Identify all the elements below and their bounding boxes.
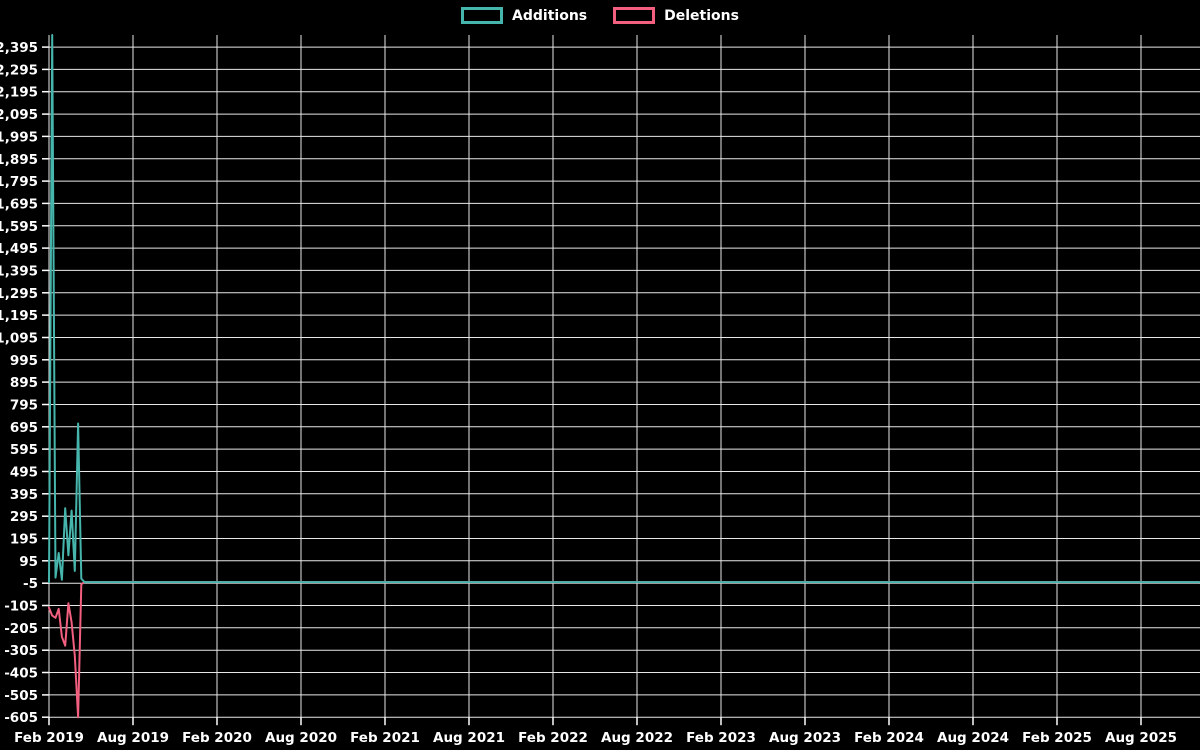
y-tick-label: 995 bbox=[10, 353, 38, 369]
y-tick-label: 1,495 bbox=[0, 241, 38, 257]
x-tick-label: Feb 2020 bbox=[182, 730, 252, 746]
legend-label-additions: Additions bbox=[512, 7, 588, 24]
y-tick-label: 2,195 bbox=[0, 85, 38, 101]
x-tick-label: Aug 2025 bbox=[1105, 730, 1177, 746]
x-tick-label: Aug 2021 bbox=[433, 730, 505, 746]
y-tick-label: 1,895 bbox=[0, 152, 38, 168]
y-tick-label: -5 bbox=[23, 576, 38, 592]
y-tick-label: -205 bbox=[4, 621, 38, 637]
x-tick-label: Feb 2021 bbox=[350, 730, 420, 746]
y-tick-label: -105 bbox=[4, 599, 38, 615]
deletions-line bbox=[48, 581, 1200, 719]
additions-line bbox=[48, 34, 1200, 584]
y-tick-label: -405 bbox=[4, 666, 38, 682]
x-tick-label: Feb 2022 bbox=[518, 730, 588, 746]
y-tick-label: 2,395 bbox=[0, 40, 38, 56]
y-tick-label: 495 bbox=[10, 465, 38, 481]
y-tick-label: 95 bbox=[19, 554, 38, 570]
y-tick-label: 895 bbox=[10, 375, 38, 391]
y-tick-label: 1,695 bbox=[0, 196, 38, 212]
legend-swatch-deletions-icon bbox=[613, 7, 656, 24]
x-tick-label: Aug 2024 bbox=[937, 730, 1009, 746]
y-tick-label: -605 bbox=[4, 710, 38, 726]
y-tick-label: 395 bbox=[10, 487, 38, 503]
y-tick-label: 595 bbox=[10, 442, 38, 458]
x-tick-label: Feb 2025 bbox=[1022, 730, 1092, 746]
y-tick-label: 1,395 bbox=[0, 263, 38, 279]
y-tick-label: 1,195 bbox=[0, 308, 38, 324]
x-tick-label: Aug 2023 bbox=[769, 730, 841, 746]
y-tick-label: 1,095 bbox=[0, 331, 38, 347]
legend-label-deletions: Deletions bbox=[664, 7, 739, 24]
x-tick-label: Feb 2019 bbox=[14, 730, 84, 746]
x-tick-label: Feb 2024 bbox=[854, 730, 924, 746]
y-tick-label: 795 bbox=[10, 398, 38, 414]
y-tick-label: 695 bbox=[10, 420, 38, 436]
legend-swatch-additions-icon bbox=[461, 7, 504, 24]
y-tick-label: -505 bbox=[4, 688, 38, 704]
y-tick-label: 1,795 bbox=[0, 174, 38, 190]
y-tick-label: 2,295 bbox=[0, 62, 38, 78]
y-tick-label: 295 bbox=[10, 509, 38, 525]
y-tick-label: -305 bbox=[4, 643, 38, 659]
x-tick-label: Aug 2020 bbox=[265, 730, 337, 746]
legend-item-additions[interactable]: Additions bbox=[461, 7, 587, 24]
x-tick-label: Feb 2023 bbox=[686, 730, 756, 746]
y-tick-label: 195 bbox=[10, 532, 38, 548]
y-tick-label: 1,995 bbox=[0, 129, 38, 145]
x-tick-label: Aug 2019 bbox=[97, 730, 169, 746]
legend-item-deletions[interactable]: Deletions bbox=[613, 7, 739, 24]
y-tick-label: 1,295 bbox=[0, 286, 38, 302]
chart-legend: Additions Deletions bbox=[0, 7, 1200, 24]
x-tick-label: Aug 2022 bbox=[601, 730, 673, 746]
y-tick-label: 1,595 bbox=[0, 219, 38, 235]
y-tick-label: 2,095 bbox=[0, 107, 38, 123]
